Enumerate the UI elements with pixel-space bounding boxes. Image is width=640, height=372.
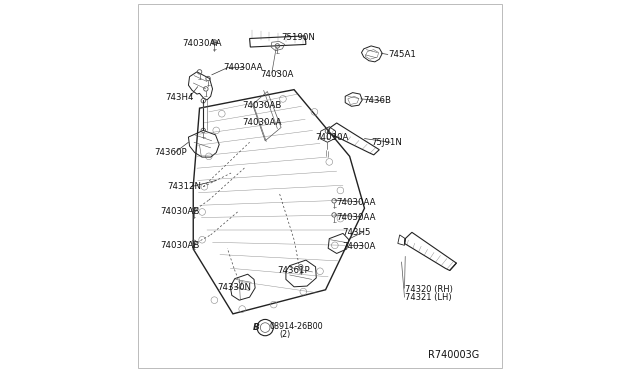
- Text: B: B: [252, 323, 259, 332]
- Text: 74320 (RH): 74320 (RH): [405, 285, 453, 294]
- Text: 74030AA: 74030AA: [337, 198, 376, 207]
- Text: 74030AA: 74030AA: [242, 119, 282, 128]
- Text: 75J91N: 75J91N: [371, 138, 402, 147]
- Text: 743H4: 743H4: [165, 93, 193, 102]
- Text: 74030AA: 74030AA: [337, 213, 376, 222]
- Text: 74312N: 74312N: [167, 182, 202, 191]
- Text: 74030AB: 74030AB: [242, 101, 282, 110]
- Text: 745A1: 745A1: [388, 50, 417, 59]
- Text: 08914-26B00: 08914-26B00: [270, 321, 324, 331]
- Text: (2): (2): [279, 330, 291, 340]
- Text: 74360P: 74360P: [154, 148, 187, 157]
- Text: 74030A: 74030A: [342, 241, 376, 250]
- Text: 743H5: 743H5: [342, 228, 371, 237]
- Text: 74030A: 74030A: [316, 133, 349, 142]
- Text: 74330N: 74330N: [217, 283, 251, 292]
- Text: 74361P: 74361P: [277, 266, 310, 275]
- Text: 7436B: 7436B: [364, 96, 392, 105]
- Circle shape: [212, 39, 217, 45]
- Text: 74030A: 74030A: [260, 70, 293, 79]
- Text: 75190N: 75190N: [281, 33, 315, 42]
- Text: 74030AA: 74030AA: [223, 63, 262, 72]
- Text: R740003G: R740003G: [428, 350, 479, 360]
- Text: 74321 (LH): 74321 (LH): [405, 294, 452, 302]
- Text: 74030AB: 74030AB: [161, 241, 200, 250]
- Text: 74030AA: 74030AA: [182, 39, 221, 48]
- Text: 74030AB: 74030AB: [161, 208, 200, 217]
